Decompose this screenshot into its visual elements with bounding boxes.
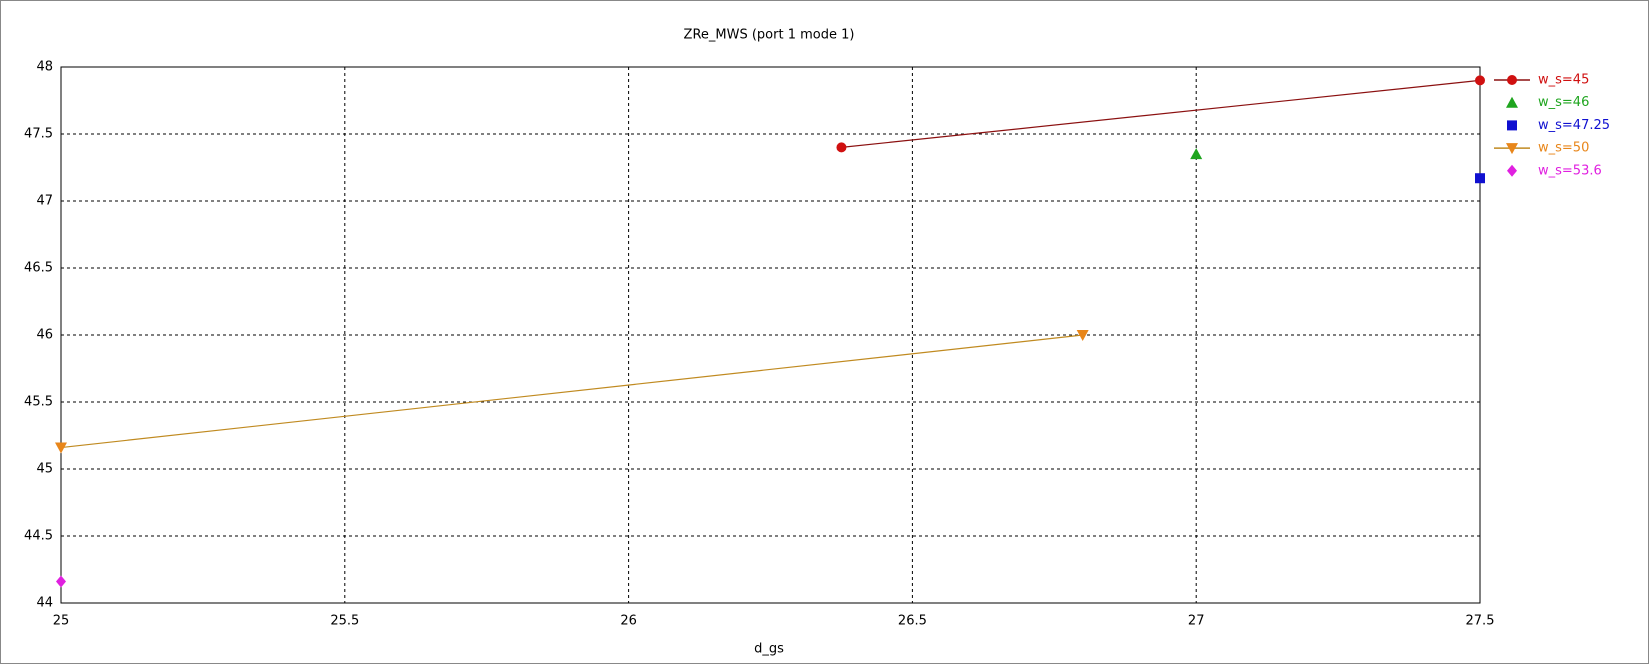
marker — [1190, 148, 1203, 160]
x-tick-label: 26.5 — [898, 614, 927, 629]
x-tick-label: 27 — [1188, 614, 1205, 629]
legend-label: w_s=53.6 — [1538, 163, 1602, 178]
x-tick-label: 26 — [620, 614, 637, 629]
y-tick-label: 47 — [36, 194, 53, 209]
marker — [56, 575, 66, 588]
x-tick-label: 25.5 — [330, 614, 359, 629]
legend-marker — [1507, 75, 1517, 85]
marker — [836, 142, 847, 153]
legend-marker — [1506, 143, 1518, 155]
y-tick-label: 44 — [36, 596, 53, 611]
marker — [55, 442, 67, 454]
y-tick-label: 45 — [36, 462, 53, 477]
x-tick-label: 25 — [53, 614, 70, 629]
y-tick-label: 48 — [36, 60, 53, 75]
legend-marker — [1507, 164, 1517, 177]
chart-title: ZRe_MWS (port 1 mode 1) — [684, 28, 855, 43]
plot-frame — [60, 66, 1481, 604]
legend-marker — [1507, 120, 1517, 131]
x-tick-label: 27.5 — [1466, 614, 1495, 629]
marker — [1475, 75, 1485, 86]
y-tick-label: 46.5 — [24, 261, 53, 276]
legend-label: w_s=45 — [1538, 73, 1589, 88]
legend-marker — [1506, 96, 1518, 108]
y-tick-label: 46 — [36, 328, 53, 343]
legend-label: w_s=47.25 — [1538, 118, 1610, 133]
marker — [1076, 330, 1089, 341]
y-tick-label: 47.5 — [24, 127, 53, 142]
marker — [1475, 173, 1485, 184]
x-axis-label: d_gs — [754, 642, 784, 657]
series-line — [60, 334, 1083, 449]
y-tick-label: 44.5 — [24, 529, 53, 544]
legend-label: w_s=46 — [1538, 95, 1589, 110]
series-line — [841, 79, 1481, 148]
legend-label: w_s=50 — [1538, 141, 1589, 156]
y-tick-label: 45.5 — [24, 395, 53, 410]
